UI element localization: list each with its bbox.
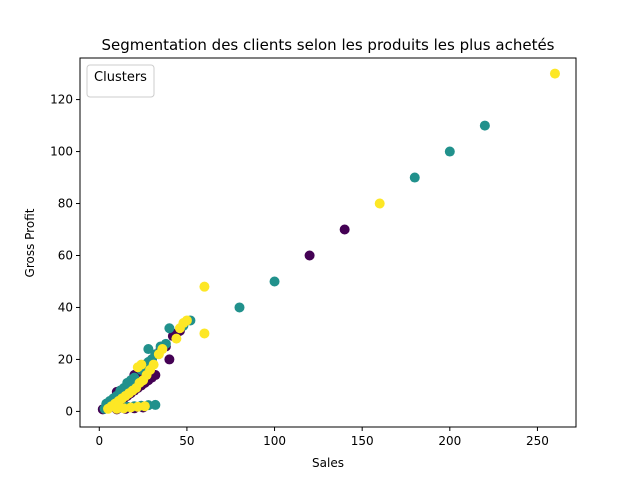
legend-title: Clusters: [94, 70, 147, 85]
point-cluster-2: [374, 198, 385, 209]
y-tick-label: 100: [50, 145, 73, 159]
y-tick-label: 20: [58, 352, 73, 366]
x-tick-label: 0: [95, 434, 103, 448]
legend: Clusters: [86, 64, 155, 98]
plot-frame: [79, 57, 577, 428]
y-tick-label: 0: [65, 404, 73, 418]
point-cluster-2: [136, 359, 147, 370]
point-cluster-2: [181, 315, 192, 326]
point-cluster-1: [164, 323, 175, 334]
point-cluster-1: [269, 276, 280, 287]
x-tick-label: 150: [351, 434, 374, 448]
point-cluster-0: [339, 224, 350, 235]
y-axis: 0 20 40 60 80 100 120: [50, 93, 80, 418]
y-tick-label: 120: [50, 93, 73, 107]
y-tick-label: 40: [58, 300, 73, 314]
point-cluster-1: [150, 399, 161, 410]
x-tick-label: 250: [526, 434, 549, 448]
data-points: [97, 68, 560, 415]
y-tick-label: 60: [58, 248, 73, 262]
point-cluster-2: [199, 281, 210, 292]
point-cluster-2: [171, 333, 182, 344]
x-axis-label: Sales: [312, 456, 344, 470]
point-cluster-0: [304, 250, 315, 261]
point-cluster-2: [199, 328, 210, 339]
point-cluster-1: [234, 302, 245, 313]
point-cluster-1: [143, 344, 154, 355]
point-cluster-2: [139, 401, 150, 412]
y-axis-label: Gross Profit: [23, 208, 37, 277]
point-cluster-2: [157, 344, 168, 355]
x-axis: 0 50 100 150 200 250: [95, 427, 549, 448]
legend-box: [86, 64, 155, 98]
point-cluster-1: [479, 120, 490, 131]
y-tick-label: 80: [58, 197, 73, 211]
chart-title: Segmentation des clients selon les produ…: [101, 36, 554, 54]
x-tick-label: 50: [179, 434, 194, 448]
point-cluster-0: [164, 354, 175, 365]
point-cluster-1: [409, 172, 420, 183]
x-tick-label: 100: [263, 434, 286, 448]
point-cluster-2: [549, 68, 560, 79]
point-cluster-2: [148, 359, 159, 370]
x-tick-label: 200: [438, 434, 461, 448]
point-cluster-1: [444, 146, 455, 157]
